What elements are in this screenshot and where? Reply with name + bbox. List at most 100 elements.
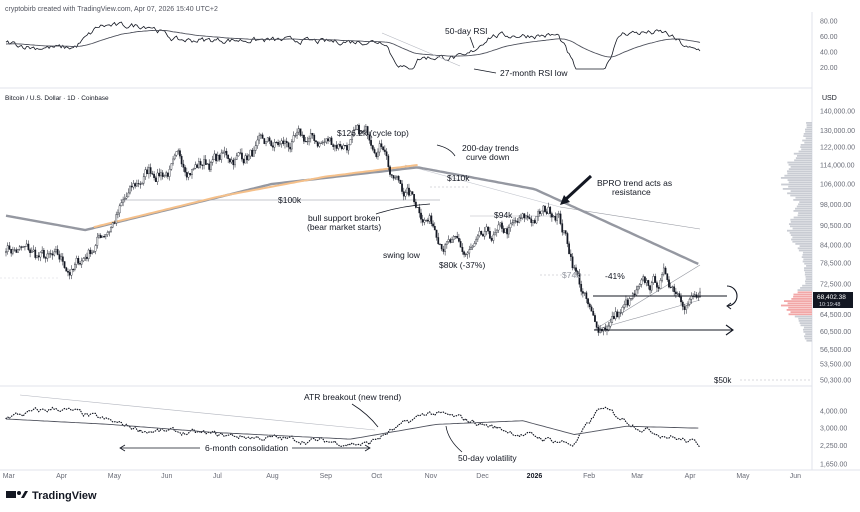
candle-body — [387, 155, 390, 167]
candle-body — [456, 236, 459, 239]
candle-body — [425, 219, 428, 221]
volume-profile-bar — [790, 166, 812, 168]
candle-body — [594, 315, 596, 322]
candle-body — [444, 244, 447, 252]
candle-body — [256, 139, 259, 146]
rsi-label-50day: 50-day RSI — [445, 26, 488, 36]
candle-body — [408, 187, 410, 196]
candle-body — [182, 163, 185, 168]
candle-body — [5, 251, 7, 253]
candle-body — [160, 172, 162, 177]
volume-profile-bar — [806, 126, 812, 129]
atr-tick-label: 3,000.00 — [820, 426, 847, 433]
candle-body — [516, 220, 519, 223]
candle-body — [41, 249, 44, 253]
header-credit: cryptobirb created with TradingView.com,… — [5, 6, 218, 13]
candle-body — [311, 132, 314, 136]
candle-body — [8, 245, 11, 250]
label-bpro-1: BPRO trend acts as — [597, 178, 672, 188]
time-tick-label: Jun — [161, 473, 172, 480]
candle-body — [432, 223, 434, 227]
candle-body — [545, 211, 548, 214]
candle-body — [60, 256, 62, 260]
candle-body — [383, 149, 386, 152]
candle-body — [127, 192, 130, 198]
candle-body — [559, 213, 562, 224]
candle-body — [478, 230, 481, 237]
candle-body — [258, 135, 261, 141]
volume-profile-bar — [792, 227, 812, 230]
candle-body — [637, 286, 639, 291]
candle-body — [413, 194, 416, 203]
candle-body — [378, 143, 381, 153]
candle-body — [614, 311, 617, 319]
candle-body — [687, 304, 689, 306]
candle-body — [285, 140, 288, 143]
candle-body — [399, 180, 402, 184]
price-tick-label: 56,500.00 — [820, 347, 851, 354]
candle-body — [582, 291, 584, 294]
candle-body — [657, 287, 660, 289]
candle-body — [630, 298, 632, 300]
volume-profile-bar — [806, 265, 812, 267]
volume-profile-bar — [805, 280, 812, 283]
volume-profile-bar — [804, 262, 812, 265]
volume-profile-bar — [796, 205, 812, 208]
candle-body — [251, 149, 254, 157]
candle-body — [141, 182, 143, 185]
volume-profile — [780, 122, 812, 342]
candle-body — [173, 154, 176, 160]
candle-body — [36, 255, 38, 258]
volume-profile-bar — [780, 177, 812, 179]
price-tag-box — [813, 292, 853, 308]
candle-body — [86, 256, 88, 259]
candle-body — [454, 236, 457, 237]
label-cycle-top: $126.2k (cycle top) — [337, 128, 409, 138]
time-tick-label: Dec — [476, 473, 489, 480]
time-tick-label: Mar — [631, 473, 644, 480]
candle-body — [587, 298, 589, 305]
candle-body — [528, 217, 531, 220]
candle-body — [158, 172, 161, 177]
volume-profile-bar — [788, 313, 812, 316]
candle-body — [394, 177, 397, 179]
volume-profile-bar — [806, 339, 812, 342]
volume-profile-bar — [786, 229, 812, 232]
volume-profile-bar — [803, 258, 812, 261]
price-tag-countdown: 10:19:48 — [819, 302, 840, 308]
volume-profile-bar — [793, 293, 812, 296]
candle-body — [297, 128, 300, 133]
candle-body — [308, 137, 310, 142]
candle-body — [208, 163, 211, 170]
candle-body — [234, 159, 236, 166]
candle-body — [621, 307, 624, 313]
candle-body — [194, 164, 197, 169]
candle-body — [259, 134, 262, 137]
volume-profile-bar — [804, 271, 812, 274]
candle-body — [103, 236, 106, 238]
candles — [5, 123, 701, 336]
volume-profile-bar — [799, 322, 812, 324]
candle-body — [142, 176, 145, 184]
candle-body — [125, 196, 128, 199]
volume-profile-bar — [793, 210, 812, 212]
volume-profile-bar — [798, 249, 812, 252]
candle-body — [690, 295, 693, 300]
candle-body — [315, 140, 317, 142]
candle-body — [433, 226, 436, 231]
time-tick-label: May — [736, 473, 750, 480]
candle-body — [218, 154, 221, 160]
candle-body — [683, 306, 686, 310]
candle-body — [497, 224, 500, 231]
candle-body — [447, 239, 450, 242]
candle-body — [167, 172, 169, 177]
candle-body — [325, 138, 328, 143]
candle-body — [401, 183, 403, 192]
volume-profile-bar — [798, 320, 812, 322]
volume-profile-bar — [806, 124, 812, 126]
label-support-2: (bear market starts) — [307, 222, 381, 232]
candle-body — [442, 248, 445, 252]
candle-body — [98, 234, 100, 238]
consolidation-arrow-right — [364, 444, 371, 452]
